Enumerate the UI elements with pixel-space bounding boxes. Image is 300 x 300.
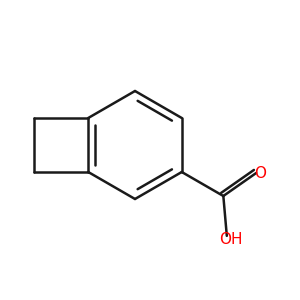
Text: O: O <box>254 166 266 181</box>
Text: OH: OH <box>219 232 243 247</box>
